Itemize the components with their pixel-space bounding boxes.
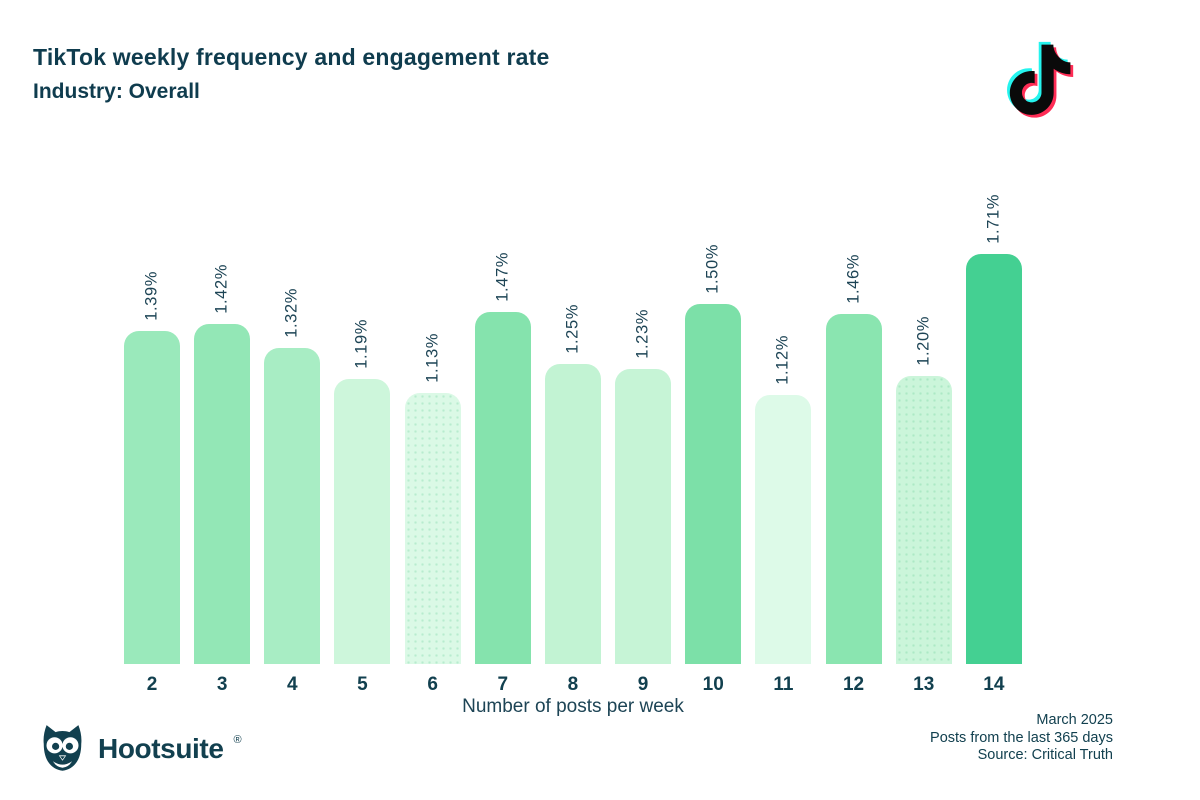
x-tick-label: 10 — [702, 674, 724, 695]
bar — [544, 364, 601, 664]
x-tick-label: 8 — [567, 674, 579, 695]
x-tick-label: 3 — [216, 674, 228, 695]
registered-mark: ® — [233, 734, 242, 746]
bar-value-label: 1.13% — [423, 333, 442, 383]
x-tick-label: 12 — [842, 674, 865, 695]
hootsuite-wordmark: Hootsuite — [98, 732, 224, 764]
bar — [615, 369, 672, 664]
tiktok-logo-icon — [1007, 41, 1074, 118]
x-tick-label: 9 — [637, 674, 649, 695]
bar-value-label: 1.25% — [563, 304, 582, 354]
bar-column: 1.50% 10 — [685, 194, 742, 695]
bar — [404, 393, 461, 664]
bar-column: 1.42% 3 — [194, 194, 251, 695]
bar-column: 1.20% 13 — [895, 194, 952, 695]
bar-column: 1.32% 4 — [264, 194, 321, 695]
x-tick-label: 11 — [773, 674, 794, 695]
x-tick-label: 7 — [497, 674, 509, 695]
bar-column: 1.39% 2 — [124, 194, 180, 695]
hootsuite-logo: Hootsuite ® — [36, 722, 242, 775]
bar-value-label: 1.71% — [984, 194, 1003, 244]
bar-value-label: 1.47% — [493, 252, 512, 302]
bar — [194, 324, 251, 664]
bar-value-label: 1.50% — [703, 244, 722, 294]
bar-column: 1.13% 6 — [404, 194, 461, 695]
bar-value-label: 1.12% — [773, 335, 792, 385]
bar — [755, 395, 812, 664]
bar-value-label: 1.46% — [844, 254, 863, 304]
x-tick-label: 6 — [427, 674, 438, 695]
x-tick-label: 14 — [983, 674, 1005, 695]
bar-value-label: 1.19% — [352, 319, 371, 369]
x-tick-label: 2 — [146, 674, 158, 695]
meta-line-source: Source: Critical Truth — [977, 747, 1113, 763]
bar — [685, 304, 742, 664]
bar-value-label: 1.23% — [633, 309, 652, 359]
owl-icon — [43, 725, 82, 771]
page-subtitle: Industry: Overall — [33, 80, 200, 103]
footer-meta: March 2025 Posts from the last 365 days … — [930, 712, 1113, 765]
x-axis-title: Number of posts per week — [462, 696, 684, 717]
bar-column: 1.47% 7 — [474, 194, 531, 695]
bar-column: 1.19% 5 — [334, 194, 391, 695]
bar-value-label: 1.39% — [142, 271, 161, 321]
bar-column: 1.12% 11 — [755, 194, 812, 695]
page-title: TikTok weekly frequency and engagement r… — [33, 44, 550, 70]
bar-chart-plot-area: 1.39% 2 1.42% 3 1.32% 4 1.19% 5 1.13% 6 1.47% 7 1.25… — [124, 194, 1022, 695]
bar — [825, 314, 882, 664]
x-tick-label: 13 — [913, 674, 935, 695]
bar-value-label: 1.42% — [212, 264, 231, 314]
bar-value-label: 1.32% — [282, 288, 301, 338]
bar-value-label: 1.20% — [914, 316, 933, 366]
bar — [965, 254, 1022, 664]
bar — [124, 331, 180, 664]
bar — [264, 348, 321, 664]
bar — [334, 379, 391, 664]
bar-column: 1.46% 12 — [825, 194, 882, 695]
bar — [895, 376, 952, 664]
bar-column: 1.25% 8 — [544, 194, 601, 695]
x-tick-label: 4 — [287, 674, 298, 695]
x-tick-label: 5 — [357, 674, 368, 695]
meta-line-range: Posts from the last 365 days — [930, 729, 1113, 746]
bar-column: 1.23% 9 — [615, 194, 672, 695]
meta-line-date: March 2025 — [1036, 712, 1113, 728]
bar — [474, 312, 531, 664]
bar-column: 1.71% 14 — [965, 194, 1022, 695]
